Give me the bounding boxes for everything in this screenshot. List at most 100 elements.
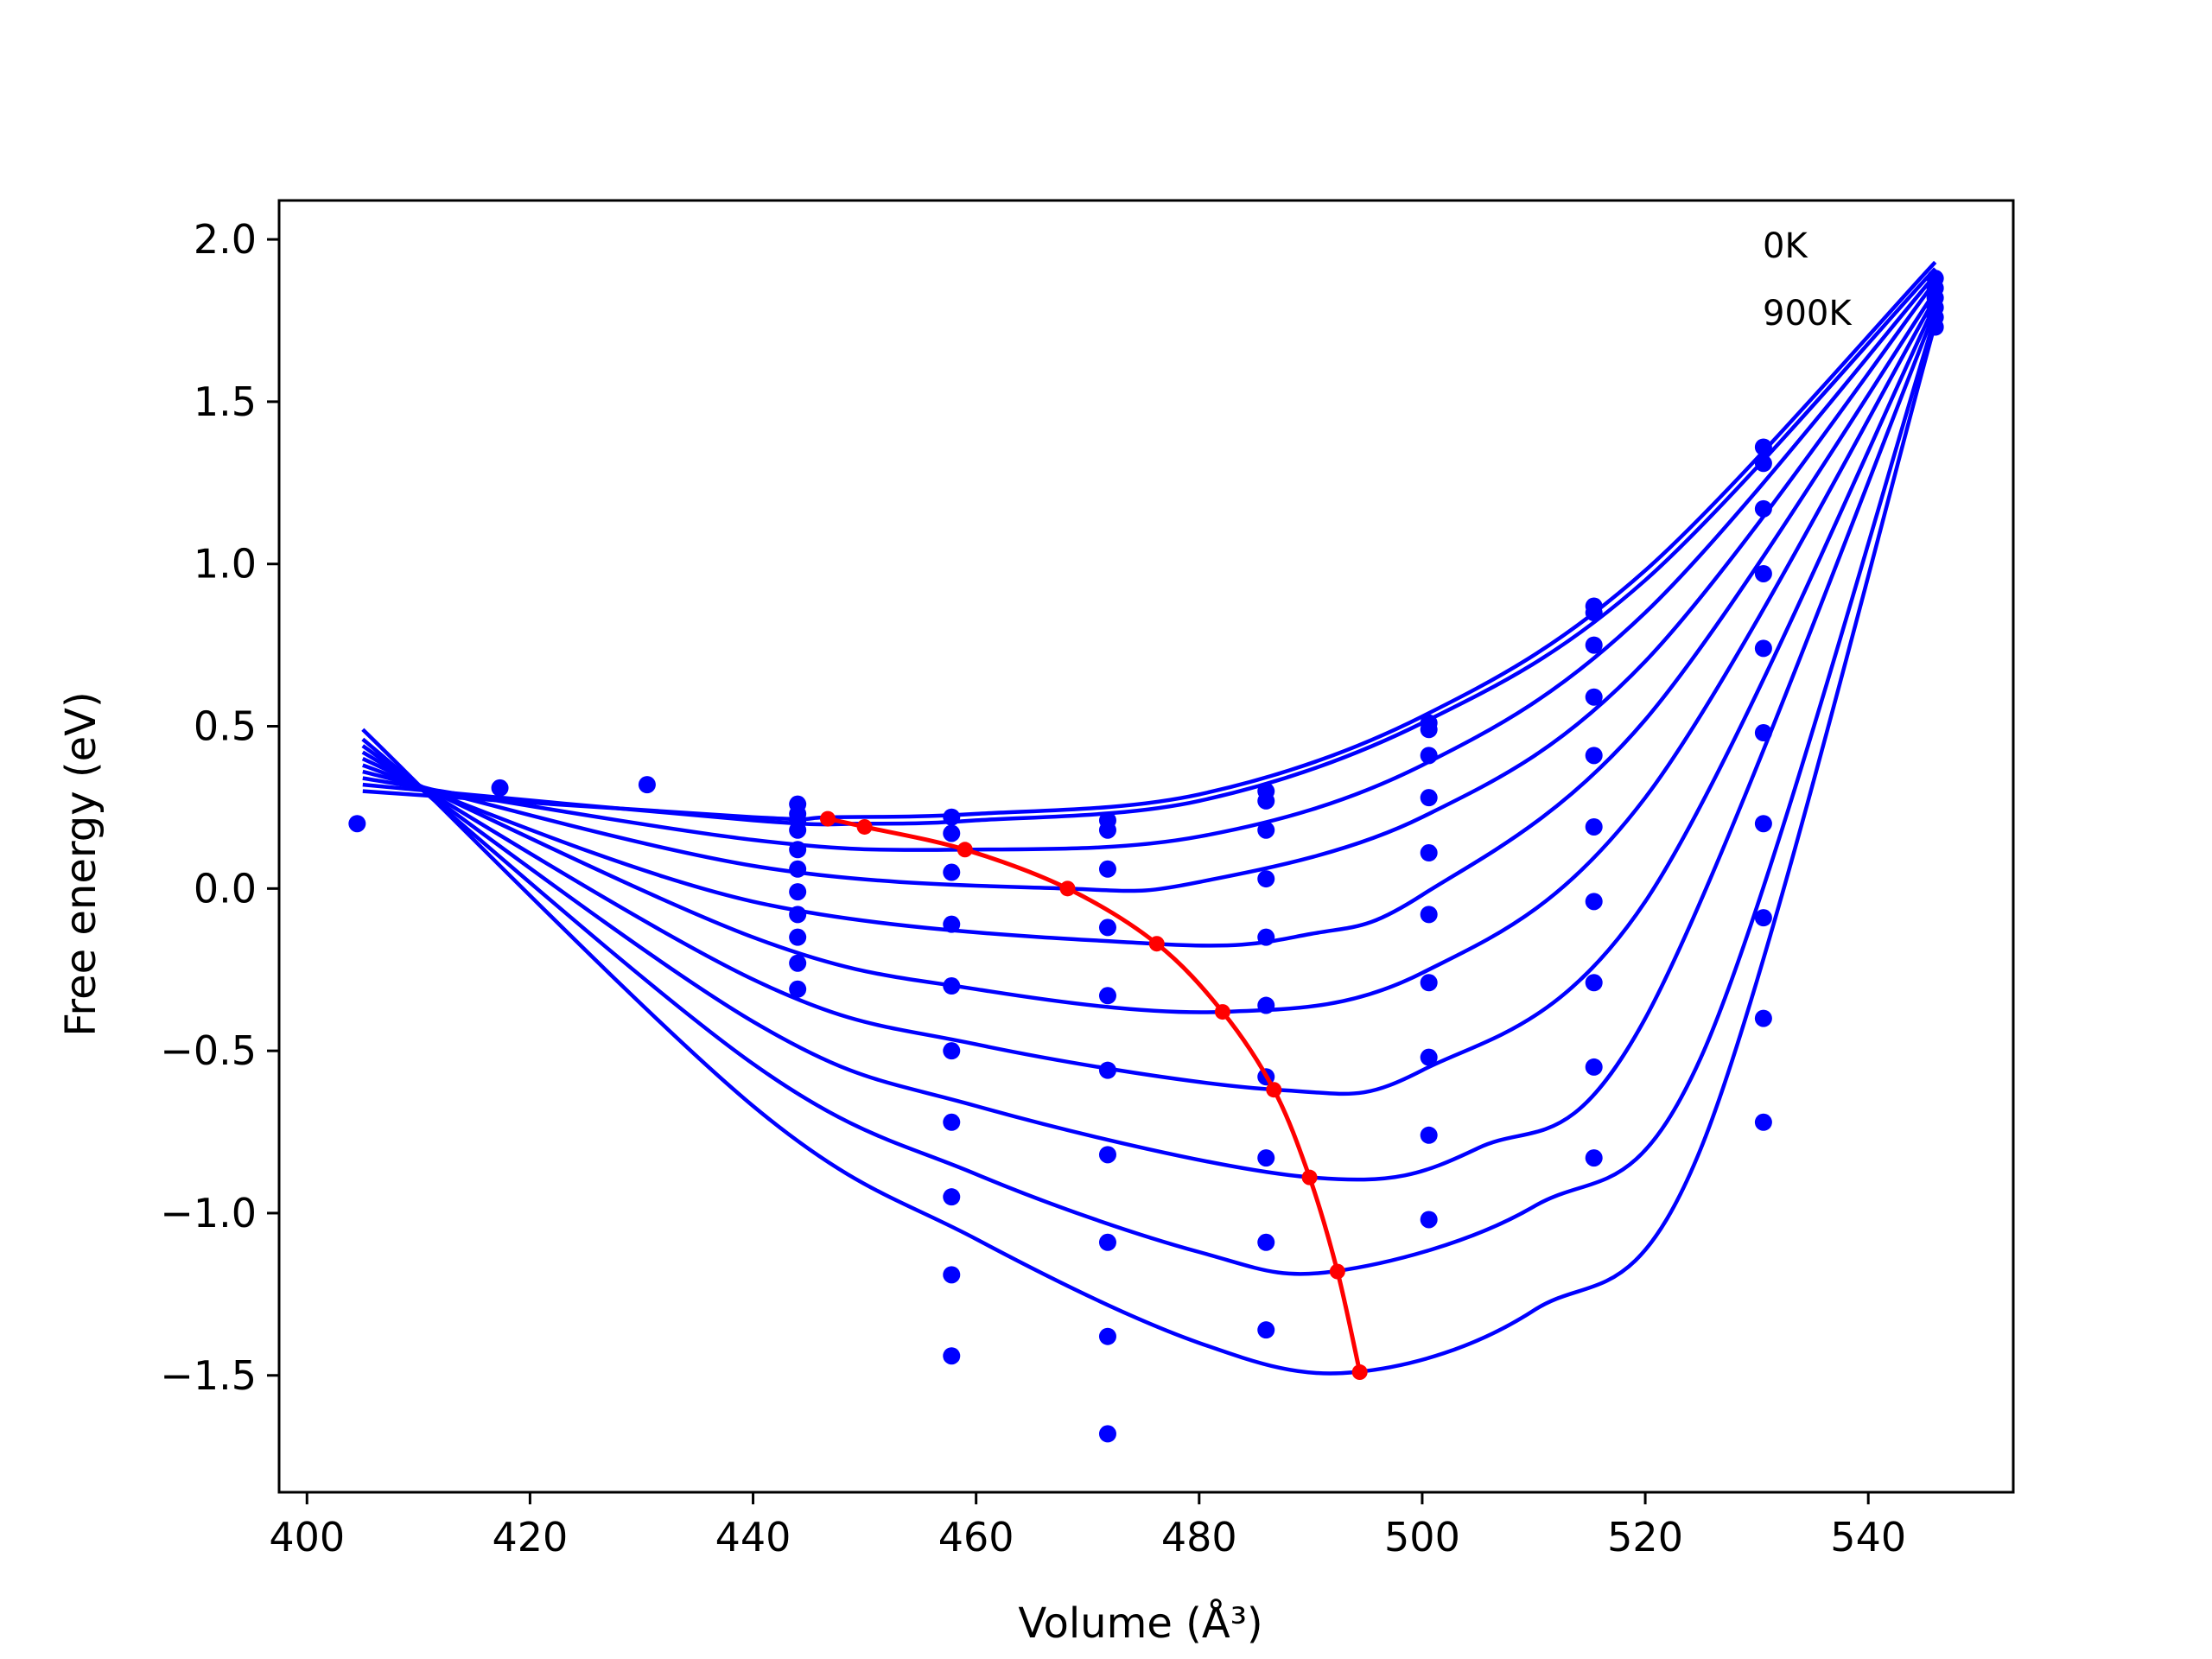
plot-area [348, 260, 1944, 1443]
data-point-2 [638, 776, 656, 794]
data-point-53 [1420, 1211, 1438, 1229]
fit-curve-9 [361, 323, 1937, 1376]
x-tick-label-5: 500 [1384, 1514, 1460, 1560]
data-point-56 [1585, 636, 1603, 654]
x-tick-label-6: 520 [1607, 1514, 1683, 1560]
data-point-67 [1754, 564, 1772, 582]
minima-point-0 [820, 810, 836, 827]
data-point-10 [789, 906, 807, 924]
data-point-21 [943, 1188, 961, 1206]
data-point-27 [1098, 918, 1116, 937]
data-point-23 [943, 1347, 961, 1365]
minima-line [827, 817, 1363, 1373]
data-point-62 [1585, 1058, 1603, 1076]
data-point-58 [1585, 747, 1603, 765]
data-point-68 [1754, 639, 1772, 658]
minima-point-3 [1059, 880, 1076, 897]
data-point-19 [943, 1042, 961, 1060]
data-point-51 [1420, 1048, 1438, 1066]
data-point-73 [1754, 1113, 1772, 1131]
data-point-47 [1420, 789, 1438, 807]
data-point-60 [1585, 893, 1603, 911]
data-point-63 [1585, 1149, 1603, 1167]
data-point-72 [1754, 1009, 1772, 1027]
x-tick-label-3: 460 [938, 1514, 1014, 1560]
x-tick-label-1: 420 [492, 1514, 568, 1560]
data-point-43 [1257, 1321, 1275, 1339]
data-point-65 [1754, 454, 1772, 473]
data-point-8 [789, 860, 807, 878]
plot-content [348, 260, 1944, 1443]
data-point-6 [789, 821, 807, 839]
x-tick-label-7: 540 [1830, 1514, 1906, 1560]
data-point-18 [943, 977, 961, 995]
data-point-37 [1257, 870, 1275, 888]
data-point-64 [1754, 438, 1772, 456]
data-point-79 [1926, 318, 1944, 336]
data-point-29 [1098, 1061, 1116, 1079]
minima-point-5 [1214, 1004, 1230, 1020]
data-point-25 [1098, 821, 1116, 839]
data-point-71 [1754, 909, 1772, 927]
data-point-26 [1098, 860, 1116, 878]
data-point-11 [789, 928, 807, 946]
y-tick-label-6: −1.0 [160, 1190, 257, 1236]
minima-point-4 [1148, 936, 1165, 952]
data-point-38 [1257, 928, 1275, 946]
data-point-48 [1420, 844, 1438, 862]
fit-curve-4 [362, 289, 1937, 948]
data-point-46 [1420, 747, 1438, 765]
data-point-59 [1585, 817, 1603, 836]
minima-point-9 [1351, 1364, 1368, 1381]
data-point-0 [348, 815, 366, 833]
x-tick-label-4: 480 [1161, 1514, 1237, 1560]
data-point-16 [943, 863, 961, 881]
y-axis-label: Free energy (eV) [57, 691, 105, 1036]
data-point-7 [789, 841, 807, 859]
y-tick-label-2: 1.0 [194, 541, 257, 588]
data-point-15 [943, 824, 961, 842]
data-point-35 [1257, 791, 1275, 810]
data-point-36 [1257, 821, 1275, 839]
minima-point-6 [1266, 1082, 1282, 1098]
fit-curve-2 [362, 273, 1937, 852]
data-point-69 [1754, 724, 1772, 742]
data-point-50 [1420, 974, 1438, 992]
data-point-45 [1420, 721, 1438, 739]
fit-curve-0 [362, 260, 1937, 822]
y-tick-label-1: 1.5 [194, 378, 257, 425]
x-tick-label-2: 440 [715, 1514, 791, 1560]
minima-point-8 [1329, 1263, 1345, 1280]
y-tick-label-5: −0.5 [160, 1027, 257, 1074]
y-tick-label-3: 0.5 [194, 703, 257, 750]
data-point-52 [1420, 1126, 1438, 1144]
data-point-61 [1585, 974, 1603, 992]
data-point-13 [789, 980, 807, 998]
x-axis-label: Volume (Å³) [1018, 1599, 1262, 1648]
fit-curve-8 [361, 316, 1937, 1276]
data-point-20 [943, 1113, 961, 1131]
data-point-31 [1098, 1233, 1116, 1251]
data-point-12 [789, 954, 807, 972]
x-tick-label-0: 400 [269, 1514, 345, 1560]
data-point-28 [1098, 987, 1116, 1005]
data-point-39 [1257, 996, 1275, 1014]
data-point-22 [943, 1266, 961, 1284]
data-point-1 [491, 779, 509, 797]
annotation-0k: 0K [1763, 226, 1808, 266]
data-point-32 [1098, 1327, 1116, 1345]
fit-curve-3 [362, 280, 1937, 893]
minima-point-2 [957, 842, 973, 858]
minima-point-7 [1301, 1169, 1318, 1185]
data-point-33 [1098, 1425, 1116, 1443]
minima-point-1 [856, 818, 873, 835]
data-point-70 [1754, 815, 1772, 833]
axes-frame [277, 199, 2015, 1494]
fit-curve-5 [361, 296, 1937, 1014]
data-point-66 [1754, 499, 1772, 518]
data-point-17 [943, 915, 961, 933]
annotation-900k: 900K [1763, 294, 1853, 334]
y-tick-label-4: 0.0 [194, 865, 257, 912]
data-point-14 [943, 808, 961, 826]
